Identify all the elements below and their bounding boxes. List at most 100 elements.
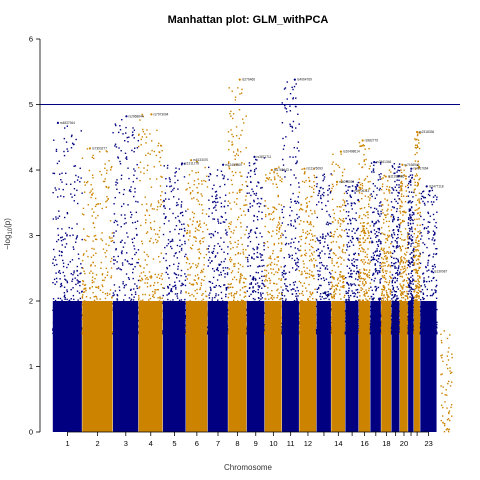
snp-point xyxy=(182,332,185,334)
snp-point xyxy=(308,301,311,303)
snp-point xyxy=(144,309,146,311)
snp-point xyxy=(148,271,151,273)
snp-point xyxy=(280,314,282,316)
snp-point xyxy=(145,333,148,335)
snp-point xyxy=(65,315,67,318)
snp-point xyxy=(56,240,58,243)
snp-point xyxy=(299,245,302,247)
snp-point xyxy=(309,303,312,305)
snp-point xyxy=(304,303,306,306)
snp-point xyxy=(261,235,263,238)
snp-point xyxy=(163,310,165,312)
snp-point xyxy=(84,272,86,275)
snp-point xyxy=(91,281,94,284)
snp-point xyxy=(225,289,228,291)
snp-point xyxy=(145,232,148,234)
snp-point xyxy=(184,319,186,322)
snp-point xyxy=(163,165,165,167)
snp-point xyxy=(83,300,85,302)
snp-point xyxy=(252,291,254,293)
snp-point xyxy=(72,287,74,289)
snp-point xyxy=(129,330,131,332)
snp-point xyxy=(193,279,195,281)
snp-point xyxy=(178,327,181,329)
snp-point xyxy=(196,161,199,163)
snp-point xyxy=(213,247,215,250)
snp-point xyxy=(222,325,224,327)
snp-point xyxy=(177,268,179,270)
snp-point xyxy=(147,255,150,258)
snp-point xyxy=(110,169,112,171)
snp-point xyxy=(284,87,287,89)
snp-point xyxy=(239,326,241,329)
snp-point xyxy=(299,331,301,333)
snp-point xyxy=(228,332,231,334)
snp-point xyxy=(196,288,198,291)
snp-point xyxy=(302,260,304,262)
snp-point xyxy=(230,272,233,274)
snp-point xyxy=(253,169,256,171)
snp-point xyxy=(142,307,144,310)
snp-point xyxy=(226,267,229,269)
snp-point xyxy=(97,285,100,288)
snp-point xyxy=(160,311,162,313)
snp-point xyxy=(157,233,159,236)
snp-point xyxy=(185,291,187,293)
snp-point xyxy=(112,259,115,261)
snp-point xyxy=(75,301,77,303)
snp-point xyxy=(115,249,117,251)
snp-point xyxy=(234,241,236,243)
snp-point xyxy=(94,205,97,208)
snp-point xyxy=(131,134,134,137)
snp-point xyxy=(138,287,140,289)
snp-point xyxy=(160,145,163,147)
snp-point xyxy=(193,329,196,331)
snp-point xyxy=(247,312,249,314)
snp-point xyxy=(195,266,198,269)
snp-point xyxy=(52,298,55,300)
snp-point xyxy=(295,327,298,330)
snp-point xyxy=(213,184,215,186)
snp-point xyxy=(85,250,88,252)
snp-point xyxy=(255,322,257,325)
snp-point xyxy=(79,284,81,287)
snp-point xyxy=(172,314,174,316)
snp-point xyxy=(195,332,197,335)
snp-point xyxy=(63,195,65,198)
snp-point xyxy=(92,323,94,325)
snp-point xyxy=(242,300,245,302)
snp-point xyxy=(105,324,107,326)
snp-point xyxy=(109,327,112,329)
snp-point xyxy=(81,332,83,335)
snp-point xyxy=(276,296,278,299)
snp-point xyxy=(119,160,121,163)
snp-point xyxy=(136,302,138,304)
snp-point xyxy=(176,201,178,204)
snp-point xyxy=(303,181,306,183)
snp-point xyxy=(295,252,297,255)
snp-point xyxy=(212,201,214,204)
snp-point xyxy=(207,329,209,332)
snp-point xyxy=(279,321,281,324)
snp-point xyxy=(221,324,223,326)
snp-point xyxy=(177,179,179,182)
snp-point xyxy=(180,211,182,214)
snp-point xyxy=(279,320,281,322)
snp-point xyxy=(313,311,315,313)
snp-point xyxy=(285,310,288,312)
snp-point xyxy=(309,291,311,293)
snp-point xyxy=(60,254,63,257)
snp-point xyxy=(146,129,148,131)
snp-point xyxy=(135,306,137,308)
snp-point xyxy=(147,308,149,310)
snp-point xyxy=(64,327,66,329)
snp-point xyxy=(235,332,238,335)
snp-point xyxy=(216,320,219,322)
snp-point xyxy=(150,333,152,335)
snp-point xyxy=(269,282,271,284)
snp-point xyxy=(125,304,128,306)
snp-point xyxy=(249,287,251,289)
snp-point xyxy=(217,313,220,315)
snp-point xyxy=(225,287,227,289)
snp-point xyxy=(74,330,76,332)
